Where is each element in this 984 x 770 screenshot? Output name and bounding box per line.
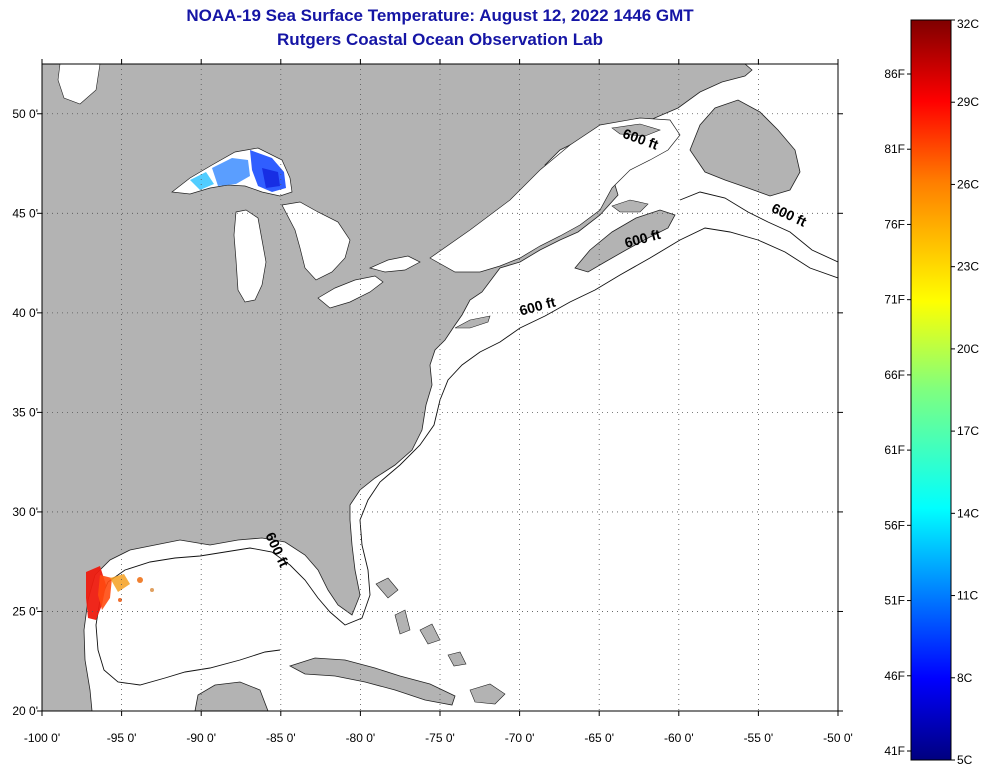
y-tick-label: 35 0': [12, 405, 38, 419]
land-hispaniola: [469, 683, 506, 705]
land-yucatan: [194, 681, 269, 711]
colorbar-celsius-label: 17C: [957, 424, 979, 438]
land-bahamas-3: [419, 623, 441, 645]
gulf-of-st-lawrence: [429, 117, 681, 273]
isobath-600ft: [95, 227, 838, 686]
colorbar-fahrenheit-label: 71F: [884, 293, 905, 307]
x-tick-label: -100 0': [24, 731, 60, 745]
x-tick-label: -60 0': [664, 731, 694, 745]
isobath-600ft-newfoundland: [679, 191, 838, 263]
colorbar-celsius-label: 23C: [957, 260, 979, 274]
colorbar-celsius-label: 14C: [957, 506, 979, 520]
lake-erie: [317, 275, 384, 309]
y-tick-label: 50 0': [12, 107, 38, 121]
x-tick-label: -85 0': [266, 731, 296, 745]
colorbar-fahrenheit-label: 41F: [884, 744, 905, 758]
hudson-bay-edge: [57, 64, 101, 105]
colorbar-labels: 32C 29C 26C 23C 20C 17C 14C 11C 8C 5C 86F 81F 76F 71F…: [884, 17, 979, 767]
colorbar-fahrenheit-label: 56F: [884, 518, 905, 532]
x-tick-label: -90 0': [186, 731, 216, 745]
colorbar-celsius-label: 8C: [957, 671, 973, 685]
land-pei: [611, 199, 649, 213]
land-bahamas-2: [394, 609, 411, 635]
colorbar-fahrenheit-label: 51F: [884, 594, 905, 608]
colorbar-celsius-label: 32C: [957, 17, 979, 31]
land-anticosti: [611, 123, 661, 137]
lake-michigan: [233, 209, 267, 303]
map-subtitle: Rutgers Coastal Ocean Observation Lab: [277, 30, 603, 49]
x-tick-label: -75 0': [425, 731, 455, 745]
colorbar-fahrenheit-label: 61F: [884, 443, 905, 457]
land-long-island: [454, 315, 491, 329]
x-tick-label: -80 0': [346, 731, 376, 745]
x-tick-label: -65 0': [584, 731, 614, 745]
sst-lake-superior: [190, 150, 286, 192]
colorbar-fahrenheit-label: 76F: [884, 217, 905, 231]
colorbar-fahrenheit-label: 81F: [884, 142, 905, 156]
colorbar-celsius-label: 20C: [957, 342, 979, 356]
y-tick-label: 20 0': [12, 704, 38, 718]
land-bahamas-1: [375, 577, 399, 599]
x-tick-label: -70 0': [505, 731, 535, 745]
sst-gulf-texas: [86, 566, 154, 620]
colorbar-fahrenheit-label: 86F: [884, 67, 905, 81]
y-tick-label: 45 0': [12, 206, 38, 220]
x-tick-label: -50 0': [823, 731, 853, 745]
map-title: NOAA-19 Sea Surface Temperature: August …: [186, 6, 694, 25]
colorbar-fahrenheit-label: 66F: [884, 368, 905, 382]
colorbar: [910, 19, 952, 761]
colorbar-celsius-label: 29C: [957, 95, 979, 109]
axis-ticks: -100 0' -95 0' -90 0' -85 0' -80 0' -75 0' -70…: [12, 59, 853, 745]
land-newfoundland: [689, 99, 801, 197]
lake-huron: [281, 201, 351, 281]
y-tick-label: 30 0': [12, 505, 38, 519]
y-tick-label: 25 0': [12, 604, 38, 618]
colorbar-celsius-label: 5C: [957, 753, 973, 767]
x-tick-label: -55 0': [744, 731, 774, 745]
x-tick-label: -95 0': [107, 731, 137, 745]
colorbar-celsius-label: 26C: [957, 177, 979, 191]
land-nova-scotia: [574, 209, 676, 273]
land-bahamas-4: [447, 651, 467, 667]
land-cuba: [288, 657, 456, 706]
colorbar-fahrenheit-label: 46F: [884, 669, 905, 683]
lake-ontario: [368, 255, 421, 273]
colorbar-celsius-label: 11C: [957, 589, 978, 603]
y-tick-label: 40 0': [12, 306, 38, 320]
